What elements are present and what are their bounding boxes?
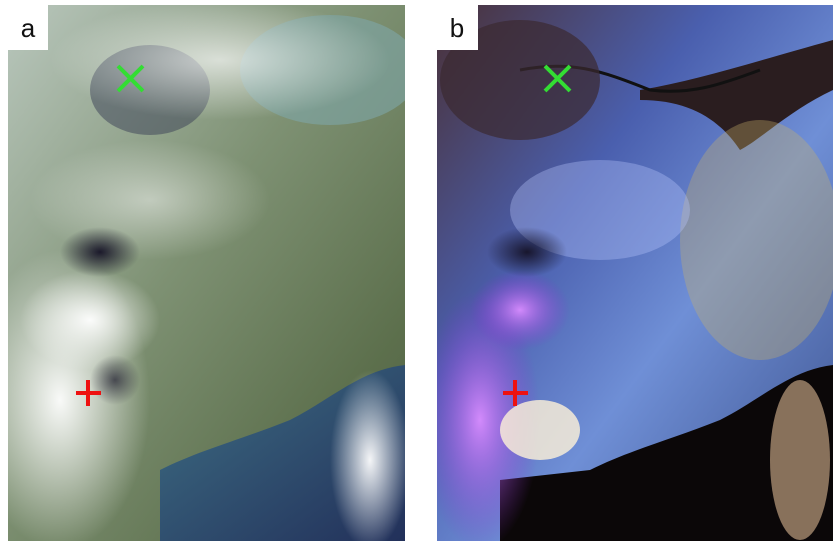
panel-label: a [21,13,36,43]
panel-a-image [0,0,420,545]
panel-label: b [450,13,464,43]
figure: a b [0,0,838,545]
panel-b-image [420,5,838,545]
page: a b (() => { const data = JSON.parse(doc… [0,0,838,545]
